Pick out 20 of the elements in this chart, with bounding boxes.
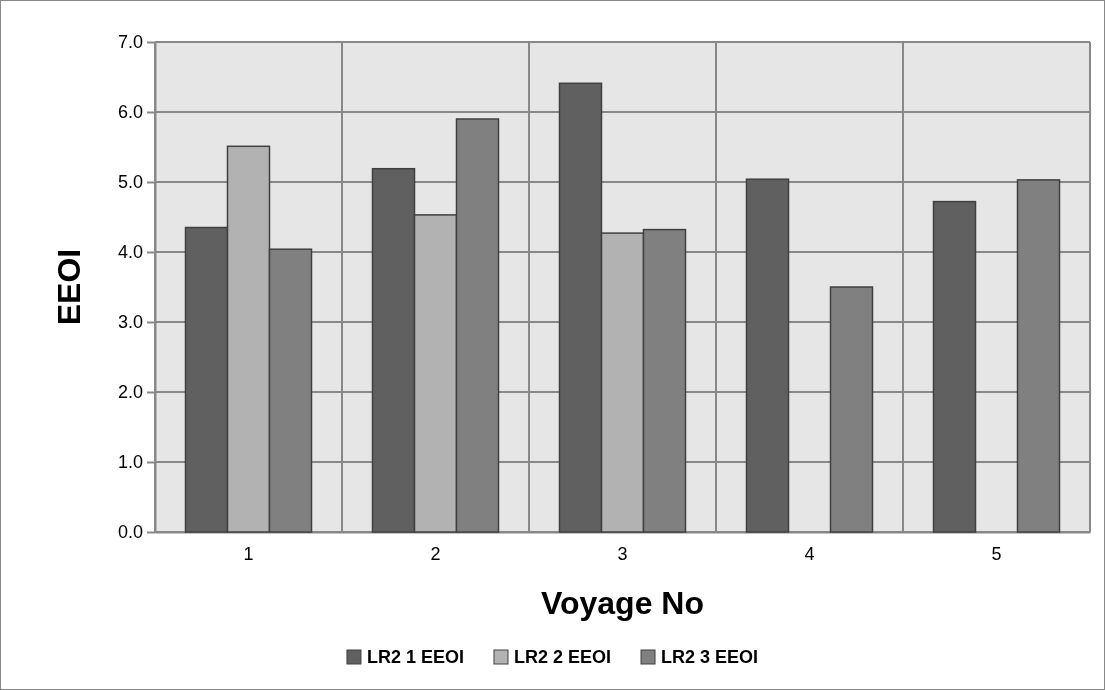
bar: [932, 200, 977, 533]
y-tick-label: 5.0: [117, 172, 143, 193]
legend-label: LR2 3 EEOI: [661, 647, 759, 667]
y-tick-label: 0.0: [117, 522, 143, 543]
y-tick-label: 1.0: [117, 452, 143, 473]
y-axis-title: EEOI: [51, 248, 87, 326]
legend-label: LR2 2 EEOI: [513, 647, 612, 667]
x-tick-label: 1: [243, 544, 254, 565]
y-tick-label: 6.0: [117, 102, 143, 123]
y-tick-label: 2.0: [117, 382, 143, 403]
x-axis-title: Voyage No: [541, 585, 704, 621]
bar: [745, 178, 790, 533]
x-tick-label: 3: [617, 544, 628, 565]
y-tick-label: 3.0: [117, 312, 143, 333]
legend-label: LR2 1 EEOI: [366, 647, 464, 667]
x-tick-label: 4: [804, 544, 815, 565]
x-tick-label: 5: [991, 544, 1002, 565]
y-tick-label: 7.0: [117, 32, 143, 53]
y-tick-label: 4.0: [117, 242, 143, 263]
x-tick-label: 2: [430, 544, 441, 565]
